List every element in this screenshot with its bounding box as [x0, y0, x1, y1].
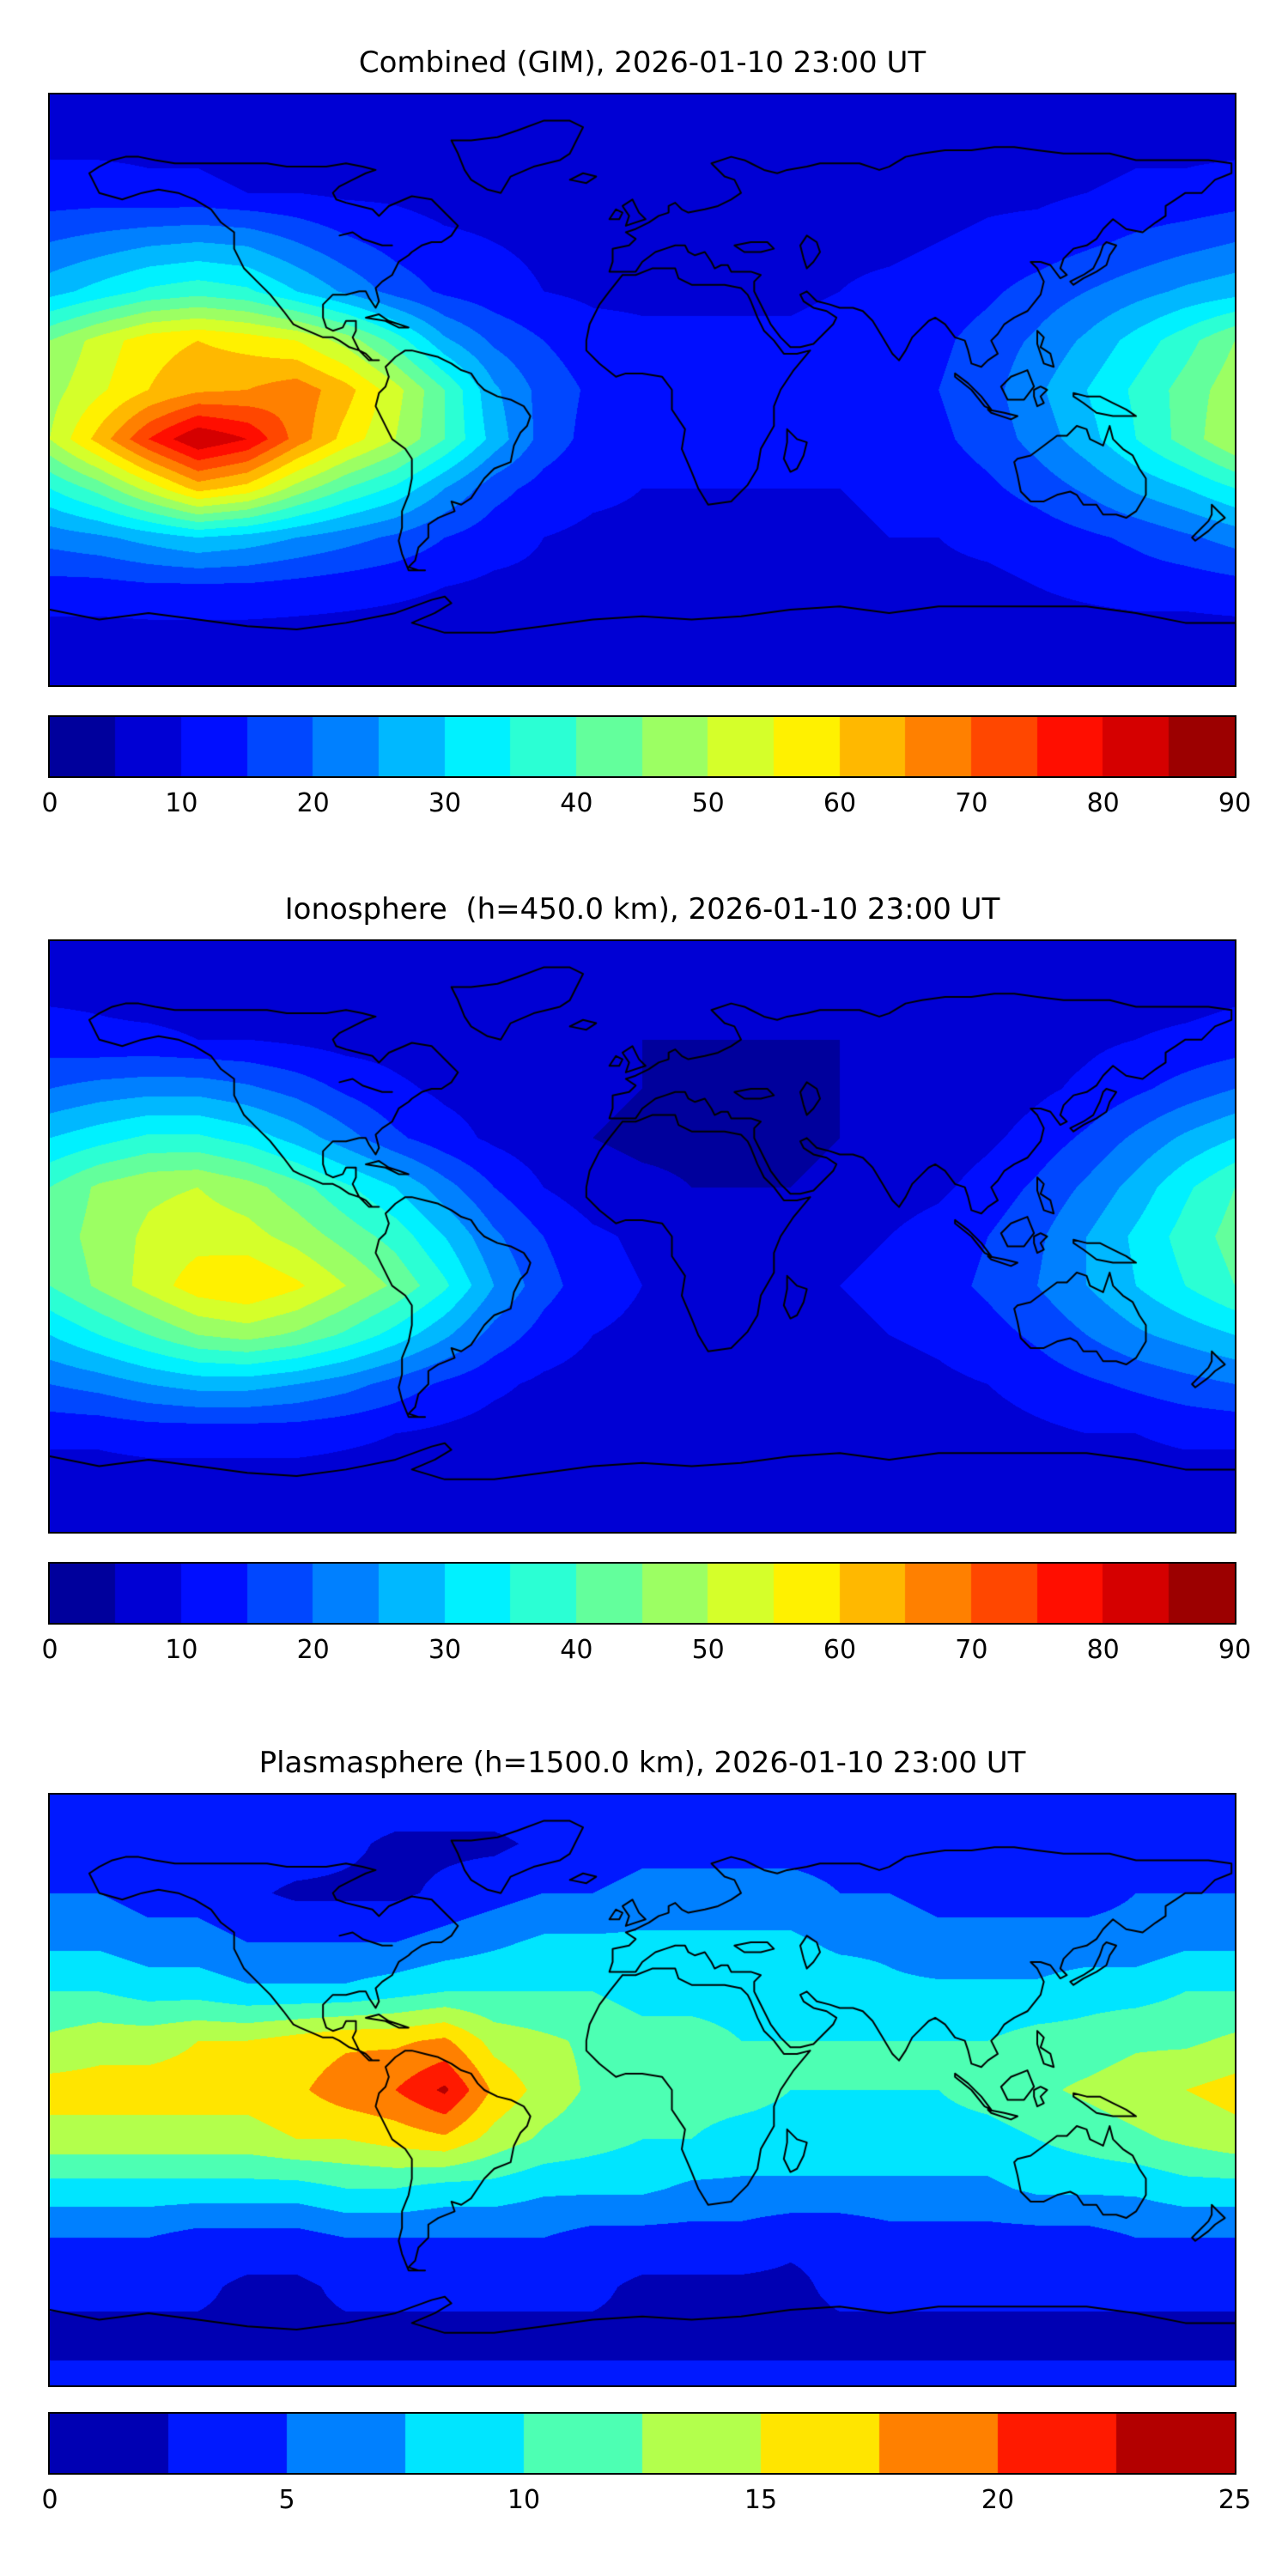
- colorbar-tick-label: 70: [955, 788, 988, 818]
- colorbar-plasmasphere: [50, 2414, 1235, 2473]
- colorbar-combined: [50, 717, 1235, 776]
- colorbar-tick-label: 5: [278, 2485, 295, 2515]
- colorbar-tick-label: 20: [981, 2485, 1015, 2515]
- map-frame-combined: [48, 93, 1236, 687]
- world-heatmap-ionosphere: [50, 941, 1235, 1532]
- colorbar-tick-label: 10: [165, 1635, 198, 1665]
- colorbar-tick-label: 20: [296, 1635, 330, 1665]
- colorbar-frame-ionosphere: [48, 1562, 1236, 1625]
- colorbar-tick-label: 80: [1086, 788, 1120, 818]
- colorbar-tick-label: 25: [1218, 2485, 1252, 2515]
- map-frame-plasmasphere: [48, 1793, 1236, 2387]
- colorbar-tick-label: 40: [560, 1635, 593, 1665]
- colorbar-tick-label: 90: [1218, 1635, 1252, 1665]
- colorbar-tick-label: 50: [691, 1635, 725, 1665]
- colorbar-frame-combined: [48, 715, 1236, 778]
- colorbar-tick-label: 10: [507, 2485, 541, 2515]
- colorbar-tick-label: 0: [41, 788, 58, 818]
- colorbar-tick-label: 15: [744, 2485, 778, 2515]
- colorbar-tick-label: 20: [296, 788, 330, 818]
- colorbar-tick-label: 40: [560, 788, 593, 818]
- colorbar-tick-label: 0: [41, 2485, 58, 2515]
- colorbar-tick-label: 0: [41, 1635, 58, 1665]
- colorbar-tick-label: 10: [165, 788, 198, 818]
- colorbar-ticks-plasmasphere: 0 5 10 15 20 25: [41, 2480, 1251, 2516]
- colorbar-ticks-combined: 0 10 20 30 40 50 60 70 80 90: [41, 783, 1251, 819]
- map-frame-ionosphere: [48, 939, 1236, 1534]
- colorbar-ticks-ionosphere: 0 10 20 30 40 50 60 70 80 90: [41, 1630, 1251, 1666]
- colorbar-tick-label: 60: [823, 788, 857, 818]
- world-heatmap-combined: [50, 94, 1235, 685]
- colorbar-tick-label: 90: [1218, 788, 1252, 818]
- world-heatmap-plasmasphere: [50, 1795, 1235, 2385]
- colorbar-frame-plasmasphere: [48, 2412, 1236, 2475]
- colorbar-ionosphere: [50, 1564, 1235, 1623]
- panel-title-plasmasphere: Plasmasphere (h=1500.0 km), 2026-01-10 2…: [258, 1746, 1026, 1780]
- colorbar-tick-label: 30: [428, 1635, 462, 1665]
- colorbar-tick-label: 70: [955, 1635, 988, 1665]
- colorbar-tick-label: 50: [691, 788, 725, 818]
- colorbar-tick-label: 30: [428, 788, 462, 818]
- panel-title-ionosphere: Ionosphere (h=450.0 km), 2026-01-10 23:0…: [284, 892, 1000, 927]
- colorbar-tick-label: 60: [823, 1635, 857, 1665]
- panel-title-combined: Combined (GIM), 2026-01-10 23:00 UT: [358, 46, 927, 80]
- colorbar-tick-label: 80: [1086, 1635, 1120, 1665]
